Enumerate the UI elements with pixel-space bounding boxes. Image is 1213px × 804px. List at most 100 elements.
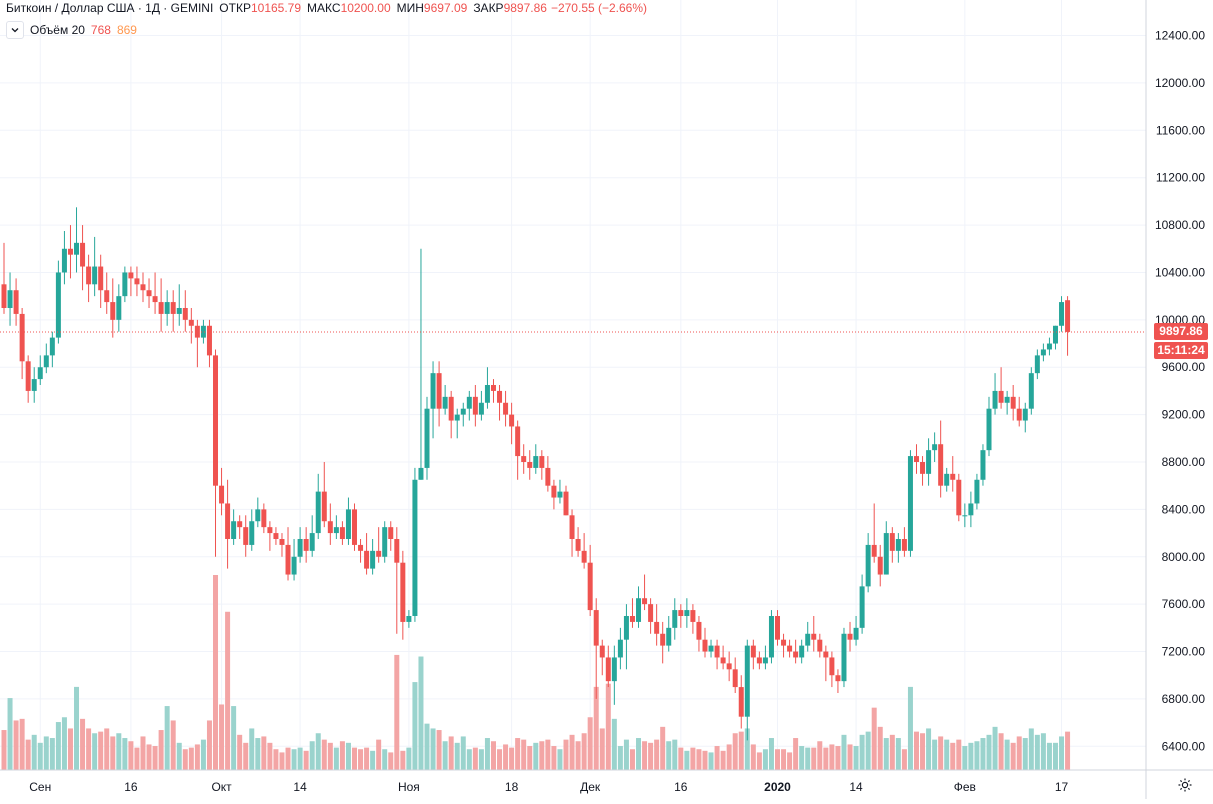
volume-bar — [503, 744, 509, 770]
price-tick-label: 7200.00 — [1162, 645, 1206, 659]
price-tick-label: 6800.00 — [1162, 692, 1206, 706]
settings-button[interactable] — [1175, 775, 1195, 795]
candle-body — [442, 396, 448, 409]
open-value: 10165.79 — [250, 1, 302, 15]
candle-body — [194, 325, 200, 338]
volume-bar — [623, 739, 629, 770]
volume-bar — [297, 747, 303, 770]
open-label: ОТКР — [219, 1, 251, 15]
price-tick-label: 12400.00 — [1155, 29, 1205, 43]
candle-body — [200, 325, 206, 338]
price-axis[interactable]: 12400.00 12000.00 11600.00 11200.00 10800.00… — [1155, 29, 1205, 754]
candle-body — [412, 479, 418, 616]
volume-bar — [400, 750, 406, 770]
candle-body — [92, 266, 98, 285]
volume-bar — [702, 750, 708, 770]
volume-bar — [907, 686, 913, 770]
volume-bar — [1010, 742, 1016, 770]
volume-bar — [436, 730, 442, 770]
symbol-legend: Биткоин / Доллар США · 1Д · GEMINI ОТКР … — [6, 0, 647, 16]
volume-bar — [327, 742, 333, 770]
volume-bar — [587, 717, 593, 770]
candle-body — [297, 539, 303, 557]
volume-bar — [648, 742, 654, 770]
candle-body — [521, 456, 527, 462]
candle-body — [956, 479, 962, 516]
collapse-button[interactable] — [6, 21, 24, 39]
candle-body — [484, 385, 490, 403]
volume-bar — [980, 738, 986, 770]
candle-body — [877, 556, 883, 575]
candle-body — [345, 509, 351, 539]
candle-body — [768, 616, 774, 658]
volume-bar — [412, 682, 418, 770]
candle-body — [418, 467, 424, 480]
candle-body — [55, 272, 61, 338]
volume-bar — [654, 739, 660, 770]
candle-body — [1, 284, 7, 308]
candle-body — [1040, 349, 1046, 356]
candle-body — [883, 533, 889, 575]
volume-bar — [871, 707, 877, 770]
change-value: −270.55 (−2.66%) — [550, 1, 648, 15]
volume-bar — [80, 718, 86, 770]
candle-body — [460, 408, 466, 415]
candle-body — [249, 521, 255, 545]
price-tick-label: 11600.00 — [1156, 123, 1205, 137]
volume-bar — [339, 741, 345, 770]
last-price-tag: 9897.86 — [1154, 322, 1208, 340]
volume-bar — [460, 736, 466, 770]
volume-bar — [974, 741, 980, 770]
volume-bar — [1028, 728, 1034, 770]
volume-bar — [74, 686, 80, 770]
volume-bar — [7, 698, 13, 770]
close-label: ЗАКР — [473, 1, 504, 15]
candle-body — [1046, 343, 1052, 350]
candle-body — [533, 456, 539, 468]
candle-body — [164, 302, 170, 314]
volume-bar — [158, 730, 164, 770]
volume-bar — [865, 731, 871, 770]
candle-body — [497, 390, 503, 403]
candle-body — [938, 444, 944, 486]
volume-bar — [569, 734, 575, 770]
time-tick-label: 14 — [293, 780, 307, 794]
candle-body — [629, 616, 635, 622]
volume-bar — [98, 731, 104, 770]
volume-bar — [684, 750, 690, 770]
volume-bar — [690, 747, 696, 770]
candle-body — [243, 527, 249, 545]
volume-bar — [279, 752, 285, 770]
volume-bar — [895, 738, 901, 770]
volume-bar — [237, 734, 243, 770]
candle-body — [509, 414, 515, 427]
candle-body — [219, 485, 225, 504]
candle-body — [696, 621, 702, 640]
volume-bar — [255, 738, 261, 770]
time-axis[interactable]: Сен 16 Окт 14 Ноя 18 Дек 16 2020 14 Фев 17 — [29, 780, 1068, 794]
price-candles — [1, 207, 1071, 741]
volume-bar — [611, 718, 617, 770]
volume-bar — [901, 749, 907, 770]
candle-body — [793, 651, 799, 658]
volume-bar — [243, 742, 249, 770]
volume-bar — [1040, 733, 1046, 770]
candle-body — [611, 657, 617, 682]
volume-bar — [351, 747, 357, 770]
volume-bar — [883, 738, 889, 770]
candle-body — [889, 533, 895, 551]
candle-body — [182, 308, 188, 320]
candle-body — [49, 337, 55, 356]
volume-bar — [557, 749, 563, 770]
volume-bar — [605, 683, 611, 770]
volume-bar — [418, 656, 424, 770]
price-tick-label: 10400.00 — [1155, 265, 1205, 279]
volume-bar — [775, 749, 781, 770]
candle-body — [835, 675, 841, 682]
volume-indicator-name: Объём 20 — [30, 23, 85, 37]
volume-bar — [116, 733, 122, 770]
candle-body — [424, 408, 430, 468]
candle-body — [853, 627, 859, 640]
